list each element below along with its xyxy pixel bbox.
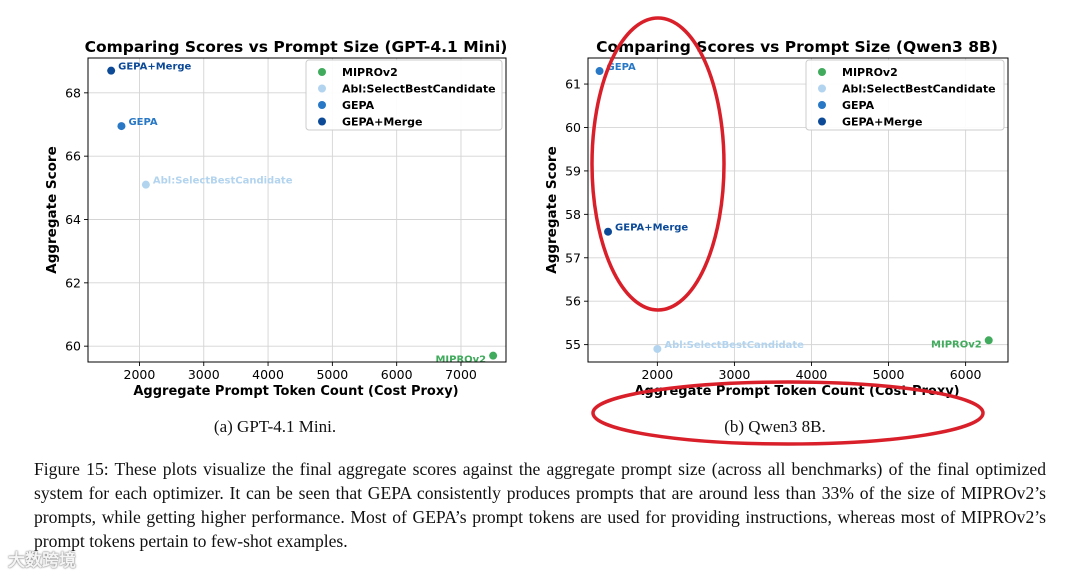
y-tick-label: 56 bbox=[565, 294, 581, 309]
point-gepa bbox=[595, 67, 604, 76]
x-tick-label: 2000 bbox=[124, 367, 156, 382]
legend-label-abl-selectbestcandidate: Abl:SelectBestCandidate bbox=[842, 83, 996, 96]
x-tick-label: 6000 bbox=[381, 367, 413, 382]
point-label-miprov2: MIPROv2 bbox=[931, 339, 982, 350]
legend-label-miprov2: MIPROv2 bbox=[842, 66, 898, 79]
legend-marker-gepa-merge bbox=[818, 117, 826, 126]
x-tick-labels: 2000 3000 4000 5000 6000 bbox=[641, 362, 982, 382]
watermark-text: 大数跨境 bbox=[8, 551, 76, 571]
x-tick-label: 6000 bbox=[950, 367, 982, 382]
y-axis-label: Aggregate Score bbox=[44, 146, 60, 274]
legend-marker-abl-selectbestcandidate bbox=[818, 84, 826, 93]
legend: MIPROv2 Abl:SelectBestCandidate GEPA GEPA+M… bbox=[805, 59, 1005, 131]
chart-qwen3-8b: Comparing Scores vs Prompt Size (Qwen3 8… bbox=[544, 38, 1009, 436]
plot-frame bbox=[87, 57, 507, 363]
y-tick-label: 58 bbox=[565, 207, 581, 222]
chart-title: Comparing Scores vs Prompt Size (Qwen3 8… bbox=[596, 38, 998, 56]
x-tick-label: 4000 bbox=[796, 367, 828, 382]
point-label-abl-selectbestcandidate: Abl:SelectBestCandidate bbox=[153, 176, 293, 187]
subcaption: (b) Qwen3 8B. bbox=[724, 417, 826, 436]
highlight-ellipse-x-axis-label bbox=[591, 380, 985, 446]
x-tick-label: 5000 bbox=[316, 367, 348, 382]
x-tick-labels: 2000 3000 4000 5000 6000 7000 bbox=[124, 362, 477, 382]
x-tick-label: 4000 bbox=[252, 367, 284, 382]
point-label-miprov2: MIPROv2 bbox=[435, 355, 486, 366]
x-tick-label: 5000 bbox=[873, 367, 905, 382]
legend-marker-gepa-merge bbox=[318, 117, 326, 126]
legend-label-gepa-merge: GEPA+Merge bbox=[842, 116, 923, 129]
legend-marker-miprov2 bbox=[818, 68, 826, 76]
y-tick-label: 66 bbox=[65, 149, 81, 164]
legend-label-gepa: GEPA bbox=[842, 99, 875, 112]
subcaption: (a) GPT-4.1 Mini. bbox=[214, 417, 336, 436]
legend-label-gepa: GEPA bbox=[342, 99, 375, 112]
chart-title: Comparing Scores vs Prompt Size (GPT-4.1… bbox=[85, 38, 508, 56]
data-points: MIPROv2 Abl:SelectBestCandidate GEPA GEPA+M… bbox=[595, 62, 993, 353]
x-tick-label: 2000 bbox=[641, 367, 673, 382]
legend-marker-gepa bbox=[818, 101, 826, 109]
y-tick-label: 59 bbox=[565, 163, 581, 178]
legend-label-gepa-merge: GEPA+Merge bbox=[342, 116, 423, 129]
x-axis-label: Aggregate Prompt Token Count (Cost Proxy… bbox=[133, 384, 458, 399]
x-tick-label: 7000 bbox=[445, 367, 477, 382]
point-abl-selectbestcandidate bbox=[653, 344, 662, 353]
point-gepa-merge bbox=[107, 66, 116, 75]
figure-canvas: Comparing Scores vs Prompt Size (GPT-4.1… bbox=[44, 16, 1009, 446]
x-axis-label: Aggregate Prompt Token Count (Cost Proxy… bbox=[634, 384, 959, 399]
y-tick-label: 61 bbox=[565, 77, 581, 92]
chart-gpt41mini: Comparing Scores vs Prompt Size (GPT-4.1… bbox=[44, 38, 507, 436]
legend-marker-miprov2 bbox=[318, 68, 326, 76]
point-label-gepa-merge: GEPA+Merge bbox=[615, 223, 688, 234]
legend-label-miprov2: MIPROv2 bbox=[342, 66, 398, 79]
y-axis-label: Aggregate Score bbox=[544, 146, 560, 274]
figure-caption: Figure 15: These plots visualize the fin… bbox=[34, 459, 1046, 551]
point-label-gepa: GEPA bbox=[128, 117, 157, 128]
data-points: MIPROv2 Abl:SelectBestCandidate GEPA GEPA+M… bbox=[107, 62, 498, 366]
y-tick-label: 60 bbox=[565, 120, 581, 135]
x-tick-label: 3000 bbox=[719, 367, 751, 382]
legend-box bbox=[305, 59, 503, 131]
x-tick-label: 3000 bbox=[188, 367, 220, 382]
point-gepa bbox=[117, 122, 126, 131]
y-tick-label: 68 bbox=[65, 85, 81, 100]
y-tick-label: 60 bbox=[65, 339, 81, 354]
legend-marker-abl-selectbestcandidate bbox=[318, 84, 326, 93]
legend-label-abl-selectbestcandidate: Abl:SelectBestCandidate bbox=[342, 83, 496, 96]
y-tick-label: 55 bbox=[565, 337, 581, 352]
y-tick-label: 57 bbox=[565, 250, 581, 265]
y-tick-label: 62 bbox=[65, 275, 81, 290]
legend-box bbox=[805, 59, 1005, 131]
point-label-abl-selectbestcandidate: Abl:SelectBestCandidate bbox=[664, 340, 804, 351]
plot-frame bbox=[587, 57, 1009, 363]
point-label-gepa-merge: GEPA+Merge bbox=[118, 62, 191, 73]
point-miprov2 bbox=[984, 336, 993, 345]
point-miprov2 bbox=[489, 351, 498, 360]
y-tick-labels: 55 56 57 58 59 60 61 bbox=[565, 77, 588, 352]
y-tick-labels: 60 62 64 66 68 bbox=[65, 85, 88, 354]
point-label-gepa: GEPA bbox=[607, 62, 636, 73]
point-gepa-merge bbox=[604, 227, 613, 236]
legend-marker-gepa bbox=[318, 101, 326, 109]
point-abl-selectbestcandidate bbox=[141, 180, 150, 189]
legend: MIPROv2 Abl:SelectBestCandidate GEPA GEPA+M… bbox=[305, 59, 503, 131]
y-tick-label: 64 bbox=[65, 212, 81, 227]
highlight-ellipse-gepa-points bbox=[590, 16, 726, 312]
